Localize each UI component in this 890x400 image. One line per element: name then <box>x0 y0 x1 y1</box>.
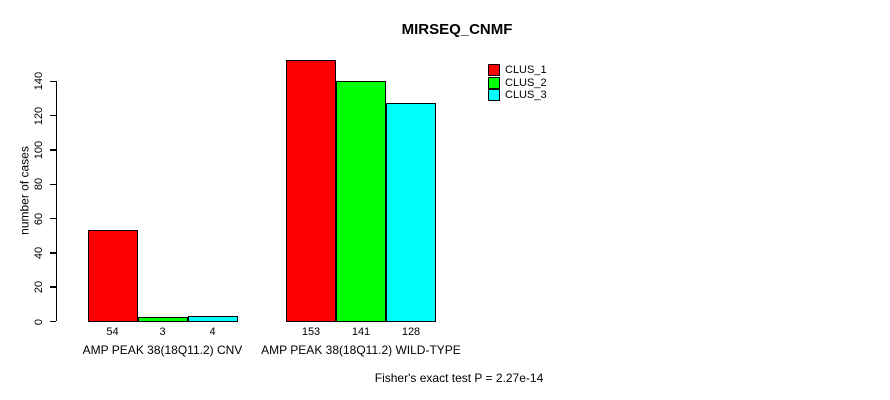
y-axis-tick <box>50 286 56 288</box>
legend-item-label: CLUS_2 <box>505 76 547 89</box>
y-axis-tick <box>50 149 56 151</box>
bar-clus_2-group2 <box>336 80 386 323</box>
y-axis-tick-label: 120 <box>33 106 45 125</box>
bar-clus_1-group2 <box>286 60 336 323</box>
y-axis-tick-label: 60 <box>33 212 45 225</box>
legend-item: CLUS_1 <box>488 64 547 77</box>
y-axis-tick-label: 100 <box>33 140 45 160</box>
x-axis-category-label: AMP PEAK 38(18Q11.2) CNV <box>82 343 243 357</box>
legend-item-label: CLUS_1 <box>505 64 547 77</box>
bar-clus_2-group1 <box>137 317 188 323</box>
chart-legend: CLUS_1 CLUS_2 CLUS_3 <box>488 64 547 102</box>
y-axis-line <box>55 81 58 322</box>
x-axis-category-label: AMP PEAK 38(18Q11.2) WILD-TYPE <box>261 343 461 357</box>
y-axis-tick-label: 20 <box>33 281 45 294</box>
y-axis-tick <box>50 80 56 83</box>
bar-value-label: 3 <box>159 325 166 338</box>
chart-title: MIRSEQ_CNMF <box>401 21 513 38</box>
bar-value-label: 128 <box>401 325 421 338</box>
y-axis-title: number of cases <box>17 146 32 235</box>
bar-value-label: 4 <box>209 325 216 338</box>
y-axis-tick <box>50 320 56 323</box>
legend-color-swatch-icon <box>488 89 500 102</box>
legend-color-swatch-icon <box>488 76 500 89</box>
fisher-test-annotation: Fisher's exact test P = 2.27e-14 <box>374 371 544 385</box>
bar-value-label: 54 <box>106 325 119 338</box>
legend-item: CLUS_3 <box>488 89 547 102</box>
y-axis-tick <box>50 252 56 254</box>
y-axis-tick-label: 80 <box>33 178 45 191</box>
y-axis-tick-label: 140 <box>33 72 45 91</box>
bar-value-label: 141 <box>351 325 371 338</box>
y-axis-tick <box>50 114 56 117</box>
legend-item-label: CLUS_3 <box>505 89 547 102</box>
legend-color-swatch-icon <box>488 64 500 77</box>
bar-clus_1-group1 <box>87 229 138 323</box>
y-axis-tick <box>50 183 56 186</box>
y-axis-tick-label: 40 <box>33 246 45 260</box>
bar-value-label: 153 <box>301 325 321 338</box>
bar-clus_3-group1 <box>187 315 238 323</box>
legend-item: CLUS_2 <box>488 76 547 90</box>
y-axis-tick-label: 0 <box>33 318 45 325</box>
bar-clus_3-group2 <box>386 102 436 323</box>
y-axis-tick <box>50 217 56 220</box>
